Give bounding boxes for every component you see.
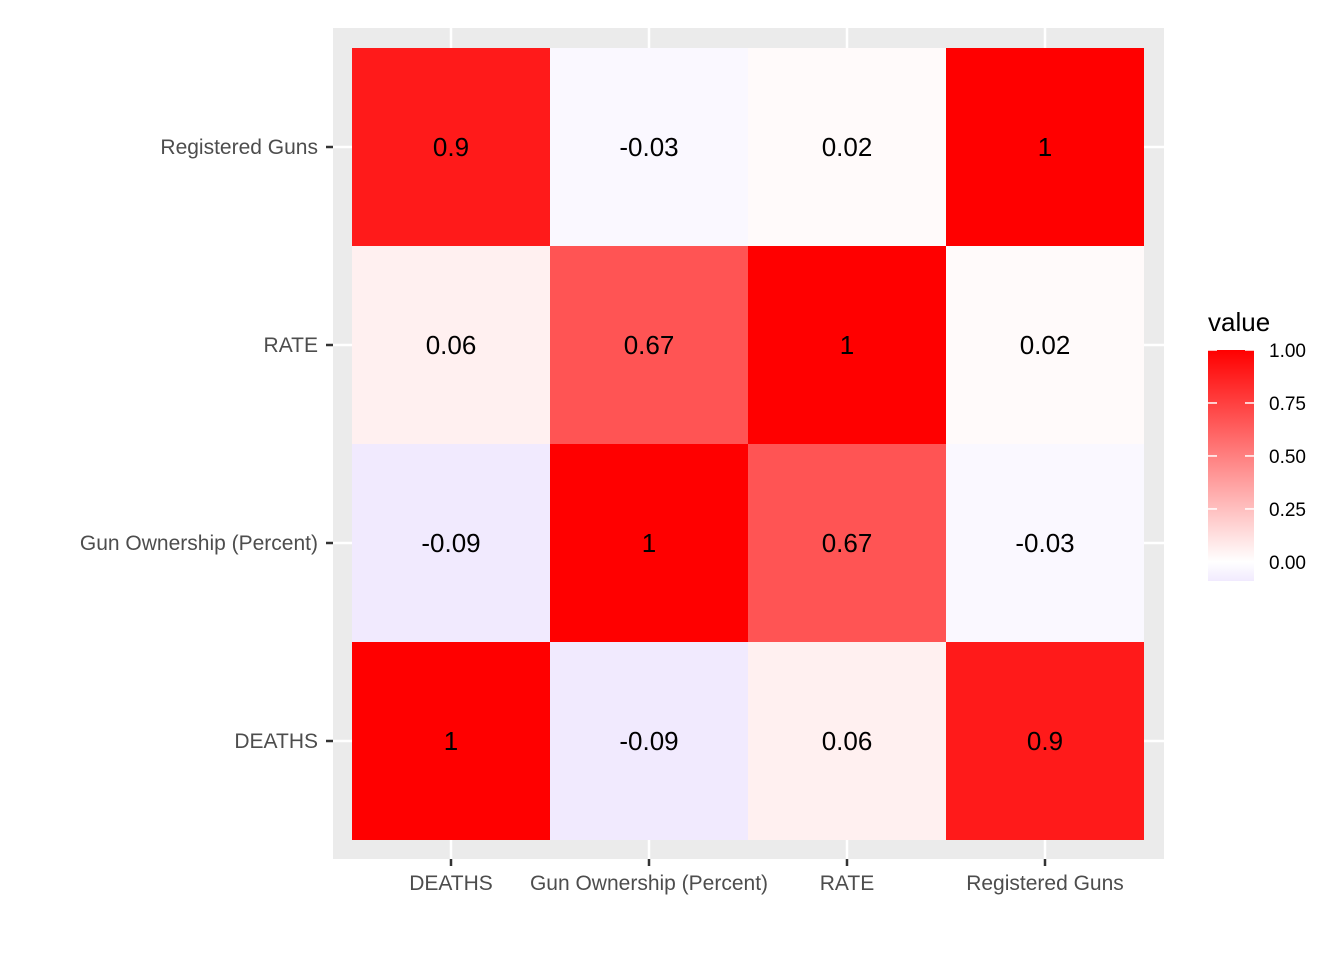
cell-value-label: 1 xyxy=(444,726,458,756)
cell-value-label: 0.06 xyxy=(426,330,477,360)
legend-tick-label: 0.50 xyxy=(1269,447,1306,468)
y-tick-label: RATE xyxy=(264,334,318,357)
x-axis: DEATHS Gun Ownership (Percent) RATE Registe… xyxy=(409,859,1124,895)
cell-value-label: 0.67 xyxy=(624,330,675,360)
legend-colorbar xyxy=(1208,350,1254,581)
y-tick-label: Gun Ownership (Percent) xyxy=(80,532,318,555)
heatmap-cell xyxy=(550,642,748,840)
heatmap-cell xyxy=(748,642,946,840)
cell-value-label: 0.06 xyxy=(822,726,873,756)
cell-value-label: 0.02 xyxy=(822,132,873,162)
heatmap-cell xyxy=(352,642,550,840)
y-axis: DEATHS Gun Ownership (Percent) RATE Registe… xyxy=(80,136,333,753)
cell-value-label: -0.03 xyxy=(619,132,678,162)
legend-title: value xyxy=(1208,307,1270,337)
x-tick-label: Gun Ownership (Percent) xyxy=(530,872,768,895)
x-tick-label: DEATHS xyxy=(409,872,493,895)
cell-value-label: 1 xyxy=(642,528,656,558)
color-legend: value 1.00 0.75 0.50 0.25 0.00 xyxy=(1208,307,1306,581)
cell-value-label: -0.09 xyxy=(619,726,678,756)
heatmap-cell xyxy=(550,48,748,246)
heatmap-cell xyxy=(748,48,946,246)
heatmap-cell xyxy=(946,444,1144,642)
legend-tick-label: 0.25 xyxy=(1269,500,1306,521)
y-tick-label: DEATHS xyxy=(234,730,318,753)
cell-value-label: 0.9 xyxy=(433,132,469,162)
cell-value-label: 0.9 xyxy=(1027,726,1063,756)
heatmap-cell xyxy=(352,48,550,246)
heatmap-cell xyxy=(946,246,1144,444)
heatmap-cell xyxy=(748,246,946,444)
heatmap-cell xyxy=(946,642,1144,840)
legend-tick-label: 1.00 xyxy=(1269,341,1306,362)
heatmap-cell xyxy=(550,444,748,642)
heatmap-cell xyxy=(748,444,946,642)
heatmap-cell xyxy=(352,444,550,642)
heatmap-cell-labels: 1 -0.09 0.06 0.9 -0.09 1 0.67 -0.03 0.06 0.67 1 0.0… xyxy=(421,132,1074,756)
cell-value-label: 1 xyxy=(1038,132,1052,162)
legend-tick-label: 0.00 xyxy=(1269,553,1306,574)
cell-value-label: 1 xyxy=(840,330,854,360)
y-tick-label: Registered Guns xyxy=(160,136,318,159)
legend-ticks: 1.00 0.75 0.50 0.25 0.00 xyxy=(1208,341,1306,574)
heatmap-cells xyxy=(352,48,1144,840)
cell-value-label: 0.02 xyxy=(1020,330,1071,360)
cell-value-label: -0.09 xyxy=(421,528,480,558)
heatmap-cell xyxy=(352,246,550,444)
x-tick-label: Registered Guns xyxy=(966,872,1124,895)
x-tick-label: RATE xyxy=(820,872,874,895)
heatmap-cell xyxy=(550,246,748,444)
cell-value-label: 0.67 xyxy=(822,528,873,558)
heatmap-cell xyxy=(946,48,1144,246)
cell-value-label: -0.03 xyxy=(1015,528,1074,558)
legend-tick-label: 0.75 xyxy=(1269,394,1306,415)
